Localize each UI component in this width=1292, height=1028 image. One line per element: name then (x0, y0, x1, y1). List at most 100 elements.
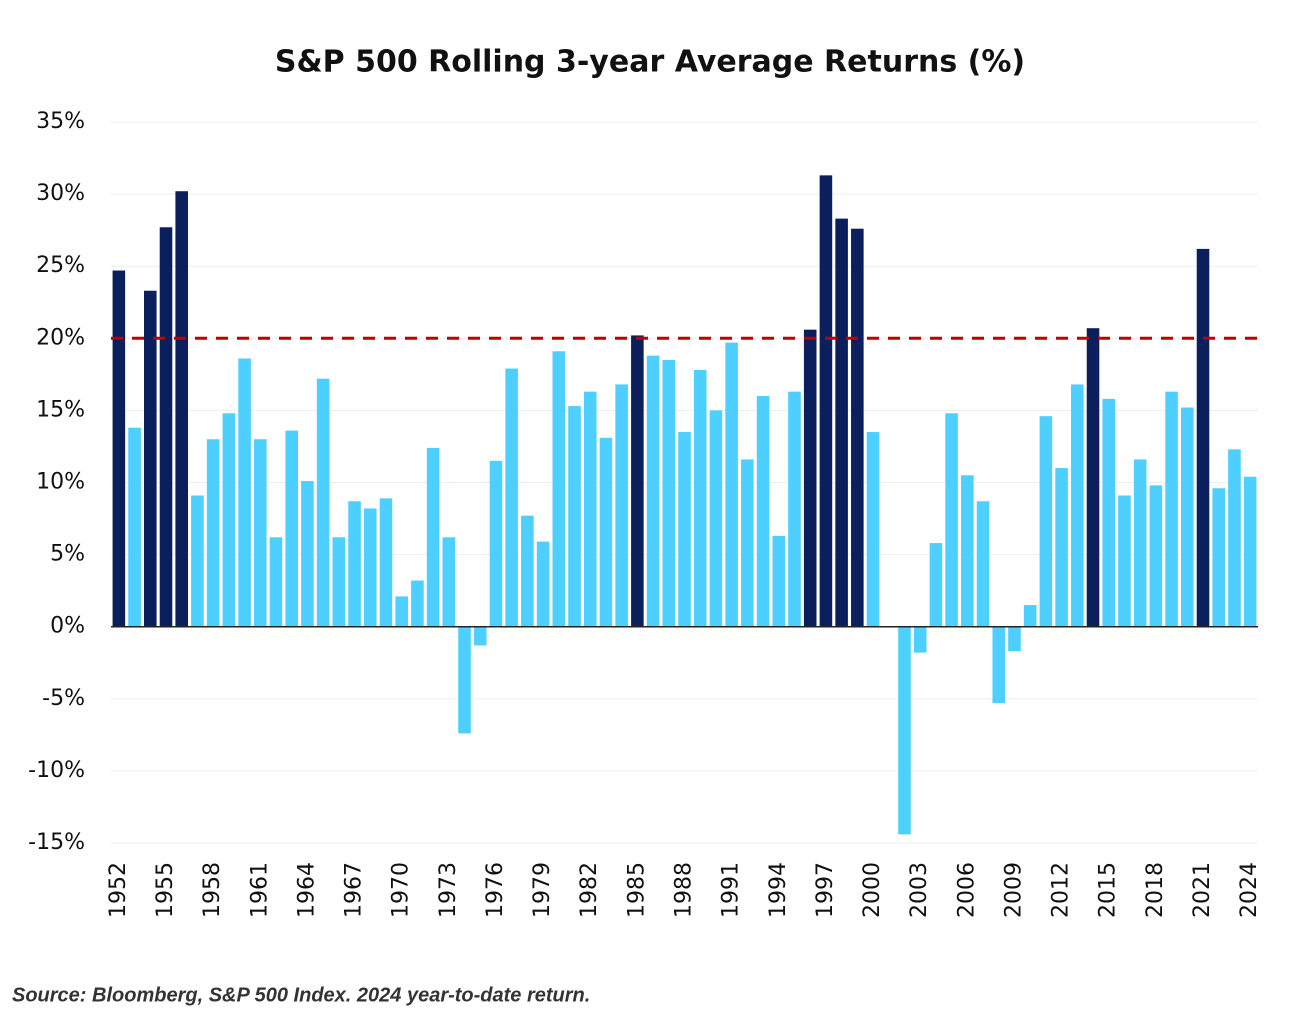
bar (253, 439, 267, 627)
y-tick-label: 35% (36, 109, 85, 134)
bar (568, 406, 581, 627)
x-tick-label: 1958 (200, 862, 225, 918)
bar (1102, 398, 1116, 627)
bar (175, 191, 188, 627)
bar (1055, 468, 1068, 627)
x-tick-label: 2000 (860, 862, 885, 918)
x-tick-label: 1979 (530, 862, 555, 918)
y-tick-label: 30% (36, 181, 85, 206)
bar (1133, 459, 1147, 627)
bar (631, 335, 644, 627)
y-tick-label: -10% (28, 758, 85, 783)
x-tick-label: 1973 (436, 862, 461, 918)
bar (159, 227, 173, 627)
bar (662, 359, 676, 627)
bar (332, 537, 346, 627)
bar (1023, 605, 1037, 627)
bar (615, 384, 628, 627)
bar (583, 391, 597, 627)
bar (725, 342, 738, 627)
bar (222, 413, 236, 627)
bar (1165, 391, 1178, 627)
bar (851, 228, 864, 627)
x-tick-label: 2021 (1190, 862, 1215, 918)
x-tick-label: 2015 (1096, 862, 1121, 918)
bar (1243, 476, 1257, 627)
x-tick-label: 1982 (577, 862, 602, 918)
bar (788, 391, 801, 627)
x-tick-label: 1955 (153, 862, 178, 918)
chart-title: S&P 500 Rolling 3-year Average Returns (… (275, 45, 1025, 80)
bar (772, 535, 786, 627)
bar (191, 495, 204, 627)
x-tick-label: 1988 (672, 862, 697, 918)
bar (913, 626, 927, 653)
x-tick-label: 2009 (1001, 862, 1026, 918)
bar (693, 370, 707, 627)
bar (741, 459, 754, 627)
bar (112, 270, 126, 627)
bar (992, 626, 1006, 704)
x-tick-label: 1961 (247, 862, 272, 918)
bar (1118, 495, 1131, 627)
bar (976, 501, 990, 627)
bar (128, 427, 141, 627)
bar (411, 580, 424, 627)
bar (395, 596, 408, 627)
bar (1039, 416, 1053, 627)
bar (803, 329, 817, 627)
bar (1008, 626, 1021, 652)
bar (238, 358, 251, 627)
bar (1086, 328, 1100, 627)
x-tick-label: 1991 (719, 862, 744, 918)
x-tick-label: 2024 (1237, 862, 1262, 918)
bar (961, 475, 974, 627)
bar (206, 439, 220, 627)
bar (473, 626, 487, 646)
y-tick-label: 5% (50, 542, 85, 567)
bar (379, 498, 393, 627)
x-tick-label: 2003 (907, 862, 932, 918)
x-tick-label: 1964 (294, 862, 319, 918)
bar (1181, 407, 1194, 627)
bar (269, 537, 283, 627)
y-tick-label: 0% (50, 614, 85, 639)
x-tick-label: 1952 (106, 862, 131, 918)
bar (521, 515, 534, 627)
source-note: Source: Bloomberg, S&P 500 Index. 2024 y… (12, 984, 590, 1006)
bar (678, 432, 691, 627)
bar (866, 432, 880, 627)
bar (1071, 384, 1084, 627)
bar (599, 437, 613, 627)
bar (1228, 449, 1241, 627)
x-tick-label: 2018 (1143, 862, 1168, 918)
bar (646, 355, 660, 627)
x-tick-label: 2006 (954, 862, 979, 918)
bar (301, 481, 314, 627)
x-tick-label: 1976 (483, 862, 508, 918)
x-tick-label: 1985 (624, 862, 649, 918)
bar (945, 413, 958, 627)
bar (316, 378, 330, 627)
bar (143, 290, 157, 627)
bar (1149, 485, 1163, 627)
y-tick-label: 10% (36, 470, 85, 495)
x-tick-label: 1967 (342, 862, 367, 918)
bar (348, 501, 361, 627)
y-tick-label: -15% (28, 830, 85, 855)
x-tick-label: 1994 (766, 862, 791, 918)
bar (363, 508, 377, 627)
bar (819, 175, 833, 627)
bar (552, 351, 566, 627)
x-tick-label: 1970 (389, 862, 414, 918)
bar (1196, 248, 1210, 627)
bar (426, 447, 440, 627)
bar (489, 460, 503, 627)
bar (458, 626, 471, 734)
bar (898, 626, 911, 835)
bar (929, 543, 943, 627)
y-tick-label: 15% (36, 397, 85, 422)
bar (442, 537, 456, 627)
bar (536, 541, 550, 627)
